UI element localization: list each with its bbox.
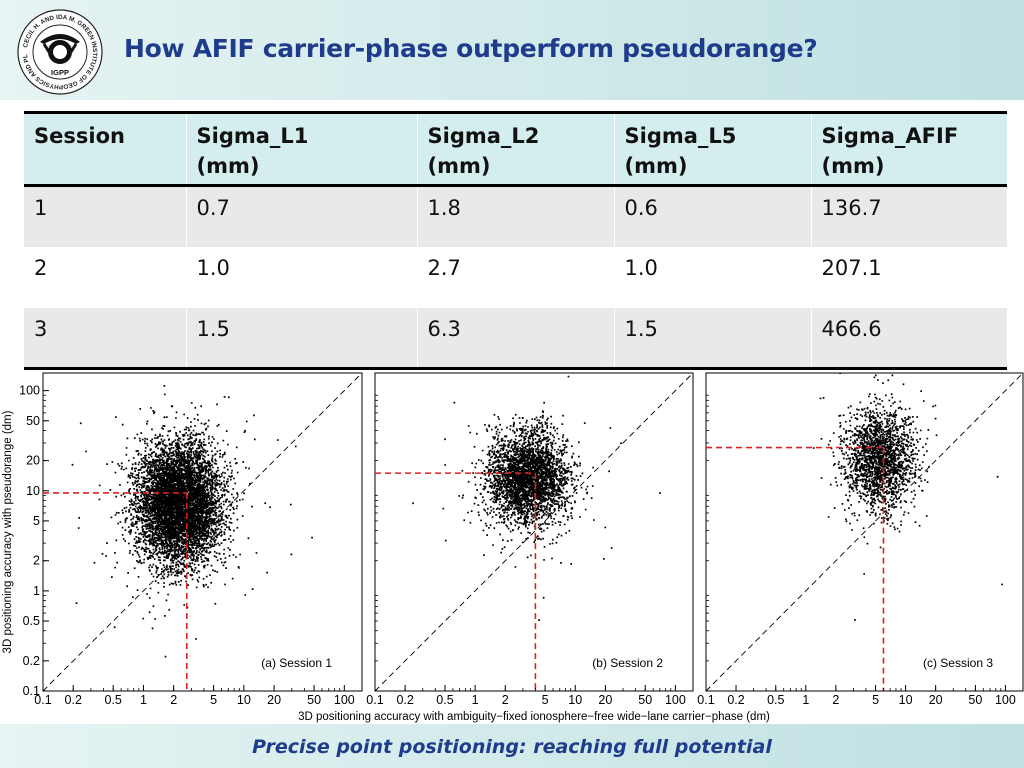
table-header-row: Session Sigma_L1 (mm) Sigma_L2 (mm) Sigma_…: [24, 112, 1007, 186]
x-tick-label: 10: [899, 693, 913, 707]
footer-band: [0, 724, 1024, 768]
table-cell: 6.3: [416, 307, 614, 369]
x-tick-label: 0.1: [697, 693, 714, 707]
column-header-sigma-afif: Sigma_AFIF (mm): [810, 112, 1007, 186]
x-tick-label: 0.5: [105, 693, 122, 707]
y-tick-label: 20: [26, 454, 40, 468]
x-tick-label: 5: [542, 693, 549, 707]
x-tick-label: 5: [210, 693, 217, 707]
scatter-points: [812, 373, 1003, 621]
x-axis-label: 3D positioning accuracy with ambiguity−f…: [298, 711, 770, 723]
x-tick-label: 10: [237, 693, 251, 707]
table-cell: 466.6: [810, 307, 1007, 369]
y-tick-label: 0.5: [23, 614, 40, 628]
table-cell: 1.5: [185, 307, 417, 369]
y-tick-label: 50: [26, 414, 40, 428]
x-tick-label: 2: [502, 693, 509, 707]
x-tick-label: 20: [598, 693, 612, 707]
footer-tagline: Precise point positioning: reaching full…: [252, 736, 772, 758]
x-tick-label: 10: [568, 693, 582, 707]
y-tick-label: 0.2: [23, 654, 40, 668]
column-header-sigma-l1: Sigma_L1 (mm): [185, 112, 417, 186]
x-tick-label: 0.5: [767, 693, 784, 707]
panel-annotation: (c) Session 3: [923, 656, 993, 670]
panel-annotation: (a) Session 1: [261, 656, 332, 670]
scatter-panel-1: 0.1 0.2 0.5 1 2 5 10 20 50 100 0.1 0.2 0.5 1 2 5 10 20 50 1…: [19, 372, 363, 707]
table-cell: 2.7: [416, 246, 614, 308]
column-header-sigma-l2: Sigma_L2 (mm): [416, 112, 614, 186]
x-tick-label: 20: [267, 693, 281, 707]
table-row: 1 0.7 1.8 0.6 136.7: [24, 185, 1007, 247]
page-title: How AFIF carrier-phase outperform pseudo…: [124, 34, 818, 63]
x-tick-label: 0.2: [727, 693, 744, 707]
sigma-table: Session Sigma_L1 (mm) Sigma_L2 (mm) Sigma_…: [24, 111, 1007, 370]
scatter-panel-3: 0.1 0.2 0.5 1 2 5 10 20 50 100 (c) Session 3: [697, 372, 1024, 707]
column-header-session: Session: [34, 124, 125, 148]
x-tick-label: 0.5: [436, 693, 453, 707]
table-cell: 207.1: [810, 246, 1007, 308]
y-axis-label: 3D positioning accuracy with pseudorange…: [2, 410, 14, 653]
x-tick-label: 100: [665, 693, 686, 707]
y-tick-label: 0.1: [23, 684, 40, 698]
header-band: [0, 0, 1024, 100]
scatter-charts: 3D positioning accuracy with pseudorange…: [2, 372, 1024, 723]
y-tick-label: 100: [19, 384, 40, 398]
x-tick-label: 0.2: [65, 693, 82, 707]
scatter-panel-2: 0.1 0.2 0.5 1 2 5 10 20 50 100 (b) Session 2: [366, 372, 694, 707]
x-tick-label: 0.1: [366, 693, 383, 707]
x-tick-label: 1: [472, 693, 479, 707]
x-tick-label: 2: [832, 693, 839, 707]
x-tick-label: 100: [334, 693, 355, 707]
panel-annotation: (b) Session 2: [592, 656, 663, 670]
x-tick-label: 20: [929, 693, 943, 707]
table-cell: 0.6: [613, 185, 811, 247]
x-tick-label: 5: [872, 693, 879, 707]
table-row: 2 1.0 2.7 1.0 207.1: [24, 246, 1007, 308]
diagonal-line: [374, 372, 694, 692]
table-cell: 1.0: [185, 246, 417, 308]
table-cell: 1.8: [416, 185, 614, 247]
table-cell: 1: [34, 196, 48, 220]
x-tick-label: 50: [638, 693, 652, 707]
x-tick-label: 50: [968, 693, 982, 707]
x-tick-label: 2: [170, 693, 177, 707]
diagonal-line: [42, 372, 363, 692]
y-tick-label: 2: [33, 554, 40, 568]
scatter-point-cloud: [412, 375, 661, 621]
table-cell: 2: [34, 255, 48, 280]
scatter-point-cloud: [71, 385, 313, 658]
logo-initials: IGPP: [51, 68, 69, 77]
y-tick-label: 5: [33, 514, 40, 528]
table-row: 3 1.5 6.3 1.5 466.6: [24, 307, 1007, 369]
scatter-point-cloud: [812, 373, 1003, 621]
scatter-points: [412, 375, 661, 621]
scatter-points: [71, 385, 313, 658]
table-cell: 0.7: [185, 185, 417, 247]
x-tick-label: 0.1: [34, 693, 51, 707]
table-cell: 3: [34, 316, 48, 341]
posthorn-icon: [40, 34, 80, 64]
x-tick-label: 1: [140, 693, 147, 707]
table-cell: 1.0: [613, 246, 811, 308]
y-tick-label: 1: [33, 584, 40, 598]
table-cell: 136.7: [810, 185, 1007, 247]
diagonal-line: [705, 372, 1024, 692]
table-cell: 1.5: [613, 307, 811, 369]
igpp-logo: CECIL H. AND IDA M. GREEN INSTITUTE OF G…: [16, 8, 103, 95]
x-tick-label: 1: [802, 693, 809, 707]
x-tick-label: 0.2: [396, 693, 413, 707]
column-header-sigma-l5: Sigma_L5 (mm): [613, 112, 811, 186]
x-tick-label: 100: [995, 693, 1016, 707]
x-tick-label: 50: [307, 693, 321, 707]
y-tick-label: 10: [26, 484, 40, 498]
